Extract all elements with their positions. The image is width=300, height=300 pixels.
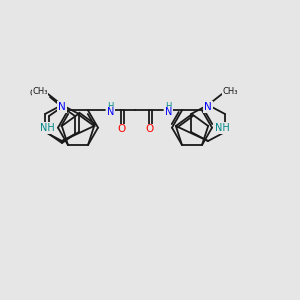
Text: CH₃: CH₃ xyxy=(222,86,238,95)
Text: NH: NH xyxy=(40,123,55,133)
Text: CH₃: CH₃ xyxy=(32,86,48,95)
Text: N: N xyxy=(107,107,114,117)
Text: N: N xyxy=(58,102,66,112)
Text: CH₃: CH₃ xyxy=(29,89,45,98)
Text: N: N xyxy=(204,102,212,112)
Text: H: H xyxy=(107,102,113,111)
Text: N: N xyxy=(58,102,66,112)
Text: O: O xyxy=(145,124,153,134)
Text: H: H xyxy=(165,102,171,111)
Text: NH: NH xyxy=(215,123,230,133)
Text: O: O xyxy=(117,124,125,134)
Text: N: N xyxy=(165,107,172,117)
